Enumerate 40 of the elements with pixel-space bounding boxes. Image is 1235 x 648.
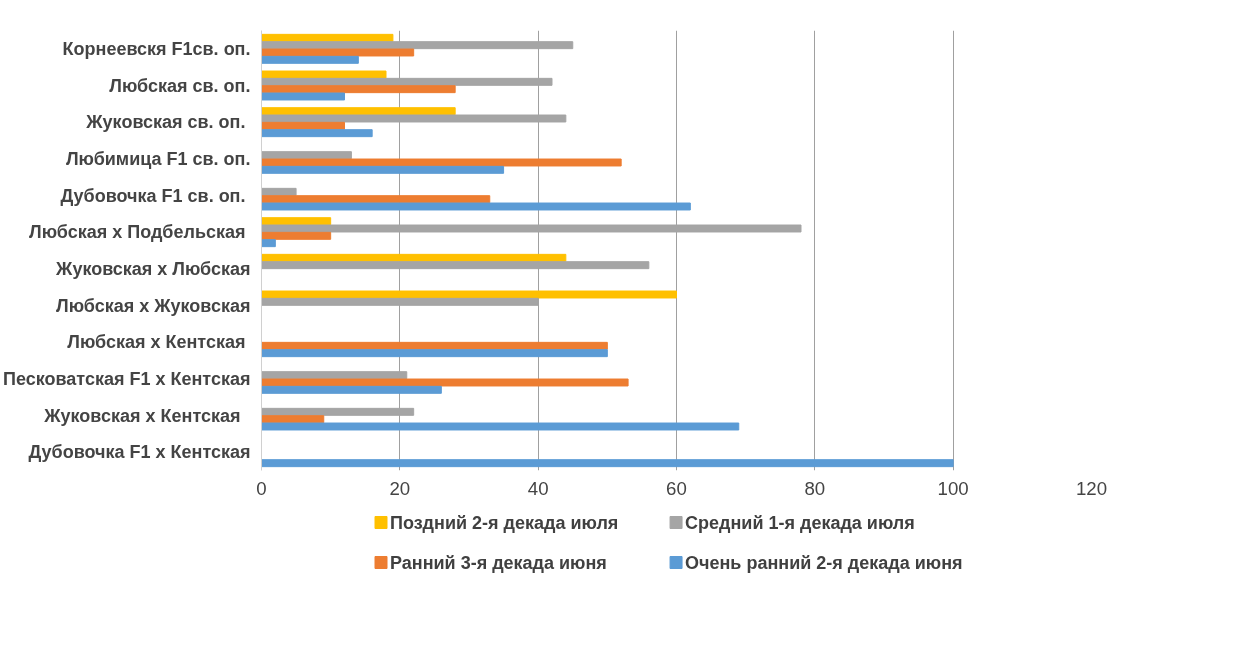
- bar: [261, 349, 608, 358]
- y-tick-label: Жуковская х Любская: [55, 258, 251, 279]
- y-tick-label: Жуковская х Кентская: [43, 405, 241, 426]
- x-tick-label: 40: [527, 477, 549, 499]
- x-tick-label: 0: [256, 477, 267, 499]
- legend-label: Поздний 2-я декада июля: [389, 512, 619, 533]
- x-tick-label: 60: [666, 477, 687, 499]
- y-tick-label: Жуковская св. оп.: [85, 112, 246, 133]
- bar: [261, 378, 629, 387]
- legend-label: Ранний 3-я декада июня: [389, 552, 607, 573]
- y-tick-label: Дубовочка F1 х Кентская: [28, 442, 251, 463]
- x-tick-label: 20: [389, 477, 411, 499]
- y-tick-label: Дубовочка F1 св. оп.: [60, 185, 246, 206]
- bar: [261, 202, 691, 211]
- legend-label: Средний 1-я декада июля: [685, 512, 915, 533]
- bar: [261, 70, 387, 79]
- bar: [261, 158, 622, 167]
- y-tick-label: Любская х Кентская: [67, 332, 246, 353]
- bar: [261, 92, 345, 101]
- x-tick-label: 120: [1075, 477, 1108, 499]
- bar: [261, 385, 442, 394]
- bar: [261, 290, 677, 299]
- x-tick-label: 100: [937, 477, 969, 499]
- bar: [261, 55, 359, 64]
- bar: [261, 48, 415, 57]
- y-tick-label: Песковатская F1 х Кентская: [3, 368, 251, 389]
- y-tick-label: Любская св. оп.: [109, 75, 251, 96]
- bar: [261, 85, 456, 94]
- bar: [261, 239, 276, 248]
- bar: [261, 165, 505, 174]
- y-tick-label: Любимица F1 св. оп.: [65, 148, 251, 169]
- bar: [261, 129, 373, 138]
- legend-label: Очень ранний 2-я декада июня: [685, 552, 963, 573]
- bar: [261, 422, 740, 431]
- y-tick-label: Корнеевскя F1св. оп.: [62, 38, 251, 59]
- bar: [261, 231, 332, 240]
- y-tick-label: Любская х Жуковская: [56, 295, 251, 316]
- x-tick-label: 80: [804, 477, 826, 499]
- y-tick-label: Любская х Подбельская: [29, 222, 246, 243]
- bar: [261, 459, 954, 468]
